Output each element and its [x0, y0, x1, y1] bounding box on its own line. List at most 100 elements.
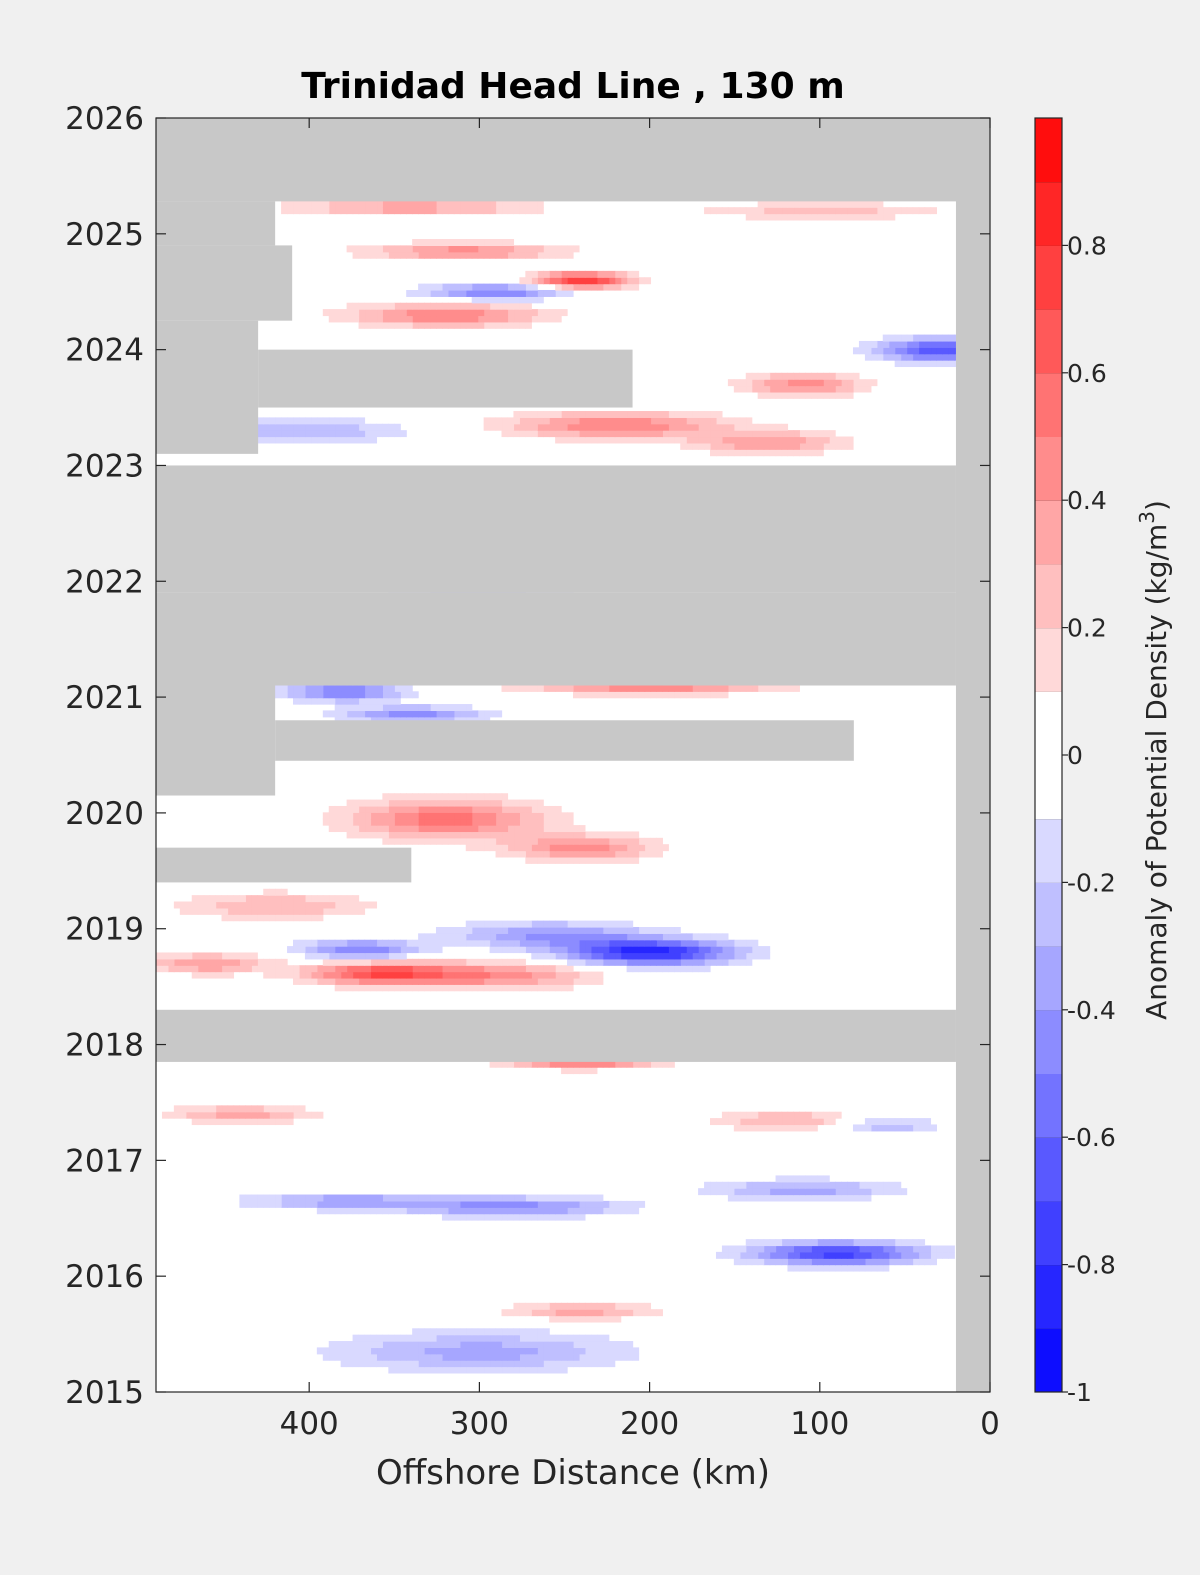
anomaly-cell	[501, 1334, 509, 1342]
anomaly-cell	[555, 984, 562, 992]
anomaly-cell	[573, 1302, 580, 1310]
anomaly-cell	[489, 984, 497, 992]
anomaly-cell	[525, 296, 532, 304]
anomaly-cell	[811, 1175, 818, 1183]
anomaly-cell	[495, 799, 503, 807]
anomaly-cell	[656, 844, 663, 852]
anomaly-cell	[435, 710, 443, 718]
anomaly-cell	[263, 1111, 270, 1119]
anomaly-cell	[316, 1111, 324, 1119]
anomaly-cell	[156, 965, 163, 973]
anomaly-cell	[537, 1213, 544, 1221]
anomaly-cell	[382, 309, 389, 317]
anomaly-cell	[418, 946, 425, 954]
anomaly-cell	[298, 436, 306, 444]
anomaly-cell	[525, 1347, 532, 1355]
anomaly-cell	[847, 372, 854, 380]
anomaly-cell	[686, 684, 693, 692]
anomaly-cell	[882, 334, 890, 342]
anomaly-cell	[573, 1347, 580, 1355]
anomaly-cell	[531, 207, 538, 215]
anomaly-cell	[757, 442, 765, 450]
anomaly-cell	[412, 1328, 419, 1336]
anomaly-cell	[418, 245, 425, 253]
anomaly-cell	[829, 1251, 836, 1259]
anomaly-cell	[602, 933, 610, 941]
anomaly-cell	[471, 1200, 479, 1208]
anomaly-cell	[668, 691, 675, 699]
anomaly-cell	[400, 1194, 407, 1202]
anomaly-cell	[805, 379, 812, 387]
anomaly-cell	[489, 933, 497, 941]
anomaly-cell	[334, 971, 342, 979]
anomaly-cell	[715, 423, 723, 431]
anomaly-cell	[549, 411, 556, 418]
anomaly-cell	[382, 952, 389, 960]
anomaly-cell	[513, 1341, 520, 1349]
anomaly-cell	[203, 1105, 211, 1113]
anomaly-cell	[483, 245, 491, 253]
anomaly-cell	[441, 1328, 449, 1336]
anomaly-cell	[304, 907, 312, 915]
anomaly-cell	[537, 1334, 544, 1342]
anomaly-cell	[578, 952, 586, 960]
anomaly-cell	[251, 1118, 258, 1126]
anomaly-cell	[394, 812, 401, 820]
anomaly-cell	[376, 684, 383, 692]
anomaly-cell	[567, 831, 574, 839]
anomaly-cell	[721, 684, 729, 692]
anomaly-cell	[573, 946, 580, 954]
anomaly-cell	[412, 315, 419, 323]
anomaly-cell	[471, 920, 479, 928]
anomaly-cell	[281, 1118, 288, 1126]
anomaly-cell	[465, 933, 473, 941]
anomaly-cell	[543, 1360, 550, 1368]
anomaly-cell	[525, 270, 532, 278]
anomaly-cell	[918, 1239, 926, 1247]
colorbar-level	[1035, 1009, 1062, 1074]
anomaly-cell	[751, 1124, 759, 1132]
anomaly-cell	[269, 1111, 276, 1119]
anomaly-cell	[692, 417, 699, 425]
anomaly-cell	[567, 1207, 574, 1215]
anomaly-cell	[555, 1341, 562, 1349]
anomaly-cell	[912, 1258, 920, 1266]
anomaly-cell	[519, 825, 526, 833]
anomaly-cell	[328, 895, 336, 903]
anomaly-cell	[340, 1200, 348, 1208]
anomaly-cell	[346, 1194, 354, 1202]
anomaly-cell	[501, 1366, 509, 1374]
anomaly-cell	[471, 1213, 479, 1221]
anomaly-cell	[507, 933, 515, 941]
anomaly-cell	[489, 1060, 497, 1068]
anomaly-cell	[310, 907, 318, 915]
anomaly-cell	[394, 710, 401, 718]
x-axis: 400 300 200 100 0	[280, 118, 1000, 1442]
anomaly-cell	[757, 391, 765, 399]
anomaly-cell	[805, 200, 812, 208]
anomaly-cell	[209, 952, 217, 960]
anomaly-cell	[733, 939, 741, 947]
anomaly-cell	[793, 1264, 800, 1272]
anomaly-cell	[316, 971, 324, 979]
anomaly-cell	[495, 239, 503, 246]
anomaly-cell	[549, 309, 556, 317]
anomaly-cell	[507, 818, 515, 826]
anomaly-cell	[340, 825, 348, 833]
anomaly-cell	[596, 411, 604, 418]
colorbar-tick-label: 0.6	[1067, 359, 1107, 388]
anomaly-cell	[412, 831, 419, 839]
anomaly-cell	[602, 1347, 610, 1355]
anomaly-cell	[501, 939, 509, 947]
anomaly-cell	[531, 1309, 538, 1317]
anomaly-cell	[573, 1315, 580, 1323]
anomaly-cell	[447, 710, 455, 718]
anomaly-cell	[924, 1258, 932, 1266]
anomaly-cell	[680, 417, 687, 425]
anomaly-cell	[471, 793, 479, 801]
anomaly-cell	[769, 1251, 777, 1259]
anomaly-cell	[316, 946, 324, 954]
anomaly-cell	[281, 901, 288, 909]
anomaly-cell	[495, 321, 503, 329]
anomaly-cell	[924, 207, 932, 215]
